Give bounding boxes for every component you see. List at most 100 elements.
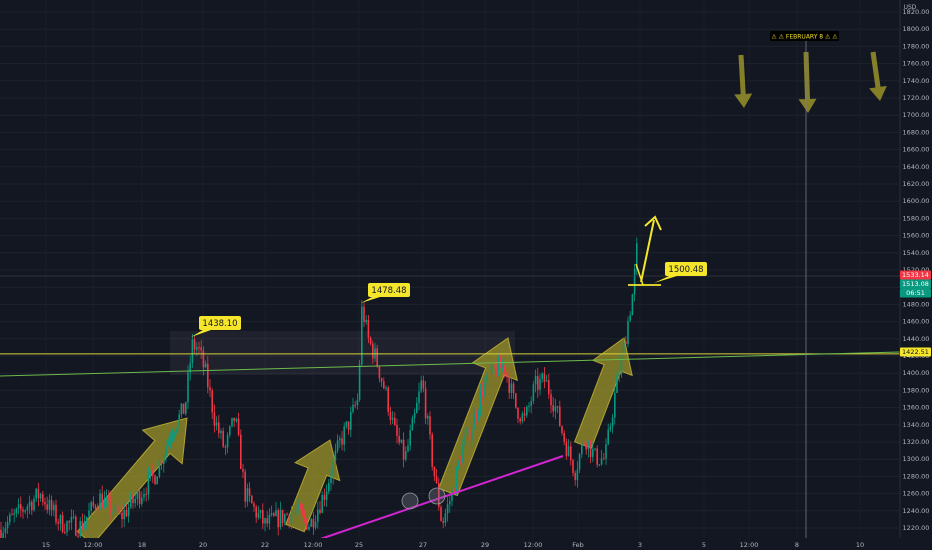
down-arrow	[798, 51, 817, 113]
candle-body	[550, 394, 552, 406]
candle-body	[136, 491, 139, 499]
candle-body	[306, 518, 308, 530]
candle-body	[576, 469, 579, 480]
rising-support-line	[299, 455, 564, 547]
candle-body	[367, 319, 370, 338]
candle-body	[636, 243, 638, 269]
candle-body	[479, 389, 482, 412]
candle-body	[189, 362, 191, 373]
candle-body	[455, 467, 458, 494]
candle-body	[152, 470, 154, 476]
x-tick-label: 12:00	[304, 541, 323, 549]
candle-body	[246, 488, 249, 502]
candle-body	[130, 495, 132, 508]
candle-body	[275, 510, 277, 516]
breakout-arrow-head	[644, 215, 662, 231]
candle-body	[55, 504, 57, 523]
y-tick-label: 1400.00	[903, 369, 930, 377]
candle-body	[259, 510, 262, 513]
candle-body	[242, 469, 244, 472]
candle-body	[332, 460, 334, 478]
candle-body	[266, 518, 268, 524]
candle-body	[66, 521, 68, 533]
candle-body	[572, 460, 574, 473]
candle-body	[149, 470, 152, 475]
candle-body	[141, 497, 143, 504]
candle-body	[39, 494, 42, 499]
candle-body	[268, 514, 271, 524]
candle-body	[319, 509, 321, 513]
candle-body	[310, 519, 312, 527]
x-tick-label: 18	[138, 541, 146, 549]
candle-body	[11, 514, 13, 516]
candle-body	[457, 461, 460, 468]
candle-body	[193, 339, 196, 350]
candle-body	[160, 460, 163, 465]
candle-body	[504, 366, 506, 373]
candle-body	[134, 498, 136, 504]
candle-body	[521, 413, 524, 422]
candle-body	[594, 448, 596, 450]
candle-body	[545, 380, 548, 382]
candle-body	[543, 373, 546, 382]
candle-body	[365, 319, 367, 323]
neckline	[0, 351, 901, 377]
candle-body	[334, 450, 337, 461]
candle-body	[490, 364, 493, 375]
touch-point-circle	[401, 492, 419, 510]
candle-body	[622, 341, 625, 355]
candle-body	[466, 427, 469, 436]
candle-body	[341, 438, 343, 445]
candle-body	[202, 350, 205, 368]
candle-body	[231, 417, 233, 427]
y-tick-label: 1380.00	[903, 386, 930, 394]
candle-body	[620, 354, 623, 375]
candle-body	[394, 417, 396, 425]
candle-body	[59, 515, 62, 524]
candle-body	[618, 374, 620, 377]
touch-point-circle	[428, 487, 446, 505]
candle-body	[61, 515, 64, 533]
candle-body	[460, 461, 462, 464]
candle-body	[99, 493, 101, 511]
candle-body	[376, 348, 378, 367]
candle-body	[176, 428, 178, 433]
y-tick-label: 1780.00	[903, 42, 930, 50]
candle-body	[396, 424, 398, 437]
candle-body	[592, 449, 594, 457]
candle-body	[264, 518, 266, 524]
candle-body	[22, 509, 24, 512]
candle-body	[581, 443, 583, 455]
candle-body	[185, 402, 187, 414]
candle-body	[605, 444, 607, 459]
candle-body	[554, 406, 557, 412]
candle-body	[343, 426, 345, 445]
candle-body	[583, 443, 585, 445]
candle-body	[240, 434, 242, 470]
candle-body	[110, 497, 112, 514]
candle-body	[598, 464, 601, 466]
candle-body	[609, 426, 612, 430]
candle-body	[552, 405, 554, 412]
candle-body	[15, 508, 18, 514]
x-tick-label: 22	[261, 541, 269, 549]
candle-body	[402, 439, 405, 460]
candle-body	[422, 380, 425, 389]
callout-pointer	[361, 297, 380, 303]
candle-body	[325, 491, 328, 500]
candle-body	[418, 391, 420, 403]
y-tick-label: 1520.00	[903, 266, 930, 274]
candle-body	[290, 513, 293, 523]
candle-body	[105, 496, 108, 499]
event-marker: ⚠ ⚠ FEBRUARY 8 ⚠ ⚠	[734, 31, 887, 538]
price-badge	[900, 347, 931, 357]
candle-body	[284, 514, 286, 523]
y-tick-label: 1460.00	[903, 318, 930, 326]
candle-body	[209, 387, 211, 391]
candle-body	[273, 513, 275, 516]
candle-body	[523, 413, 526, 416]
y-tick-label: 1700.00	[903, 111, 930, 119]
candle-body	[81, 521, 84, 529]
candle-body	[356, 399, 359, 406]
